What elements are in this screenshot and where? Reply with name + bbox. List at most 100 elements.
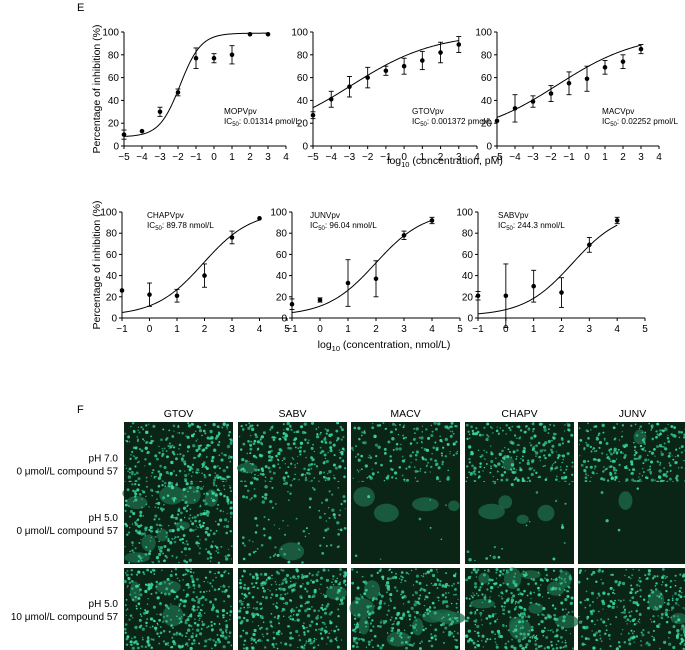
y-tick-label: 20 <box>297 119 309 130</box>
y-tick-label: 20 <box>276 292 288 303</box>
data-point <box>475 293 481 299</box>
y-tick-label: 100 <box>100 208 117 219</box>
x-axis-title-bottom: log10 (concentration, nmol/L) <box>318 339 451 353</box>
x-tick-label: −2 <box>172 152 184 163</box>
y-axis-title: Percentage of inhibition (%) <box>91 25 103 154</box>
x-tick-label: 0 <box>317 324 323 335</box>
y-tick-label: 0 <box>467 314 473 325</box>
x-tick-label: −1 <box>116 324 128 335</box>
x-tick-label: −5 <box>491 152 503 163</box>
y-tick-label: 60 <box>297 73 309 84</box>
y-axis-title: Percentage of inhibition (%) <box>91 201 103 330</box>
ic50-label: IC50: 0.02252 pmol/L <box>602 117 678 128</box>
y-tick-label: 20 <box>106 292 118 303</box>
data-point <box>548 91 554 96</box>
ic50-label: IC50: 89.78 nmol/L <box>147 221 214 232</box>
panel-letter-e: E <box>77 2 84 14</box>
data-point <box>620 59 626 64</box>
x-tick-label: 3 <box>456 152 462 163</box>
x-tick-label: 1 <box>420 152 426 163</box>
row-label-compound: 0 μmol/L compound 57 <box>16 467 118 478</box>
row-label-compound: 0 μmol/L compound 57 <box>16 526 118 537</box>
x-tick-label: 1 <box>602 152 608 163</box>
column-header-chapv: CHAPV <box>501 408 537 420</box>
data-point <box>119 288 125 293</box>
y-tick-label: 100 <box>456 208 473 219</box>
micrograph-grid: GTOV SABV MACV CHAPV JUNV pH 7.0 0 μmol/L comp… <box>11 408 685 650</box>
data-point <box>531 283 536 289</box>
series-label: JUNVpv <box>310 211 341 220</box>
micrograph-chapv <box>465 481 574 564</box>
y-tick-label: 20 <box>462 292 474 303</box>
x-tick-label: 0 <box>584 152 590 163</box>
x-tick-label: 3 <box>638 152 644 163</box>
row-label-condition: pH 5.0 <box>89 599 119 610</box>
fit-curve <box>312 40 459 109</box>
x-tick-label: 1 <box>531 324 537 335</box>
y-tick-label: 40 <box>108 96 120 107</box>
x-axis-title-top: log10 (concentration, pM) <box>387 155 503 169</box>
data-point <box>174 293 180 299</box>
x-tick-label: 4 <box>474 152 480 163</box>
data-point <box>202 273 207 278</box>
series-label: CHAPVpv <box>147 211 185 220</box>
x-tick-label: 4 <box>656 152 662 163</box>
row-label-condition: pH 7.0 <box>89 454 119 465</box>
data-point <box>247 31 253 37</box>
x-tick-label: 1 <box>174 324 180 335</box>
x-tick-label: 1 <box>229 152 235 163</box>
x-tick-label: 5 <box>642 324 648 335</box>
y-tick-label: 80 <box>297 50 309 61</box>
y-tick-label: 20 <box>108 119 120 130</box>
series-label: MOPVpv <box>224 107 258 116</box>
y-tick-label: 60 <box>276 250 288 261</box>
x-tick-label: 2 <box>620 152 626 163</box>
data-point <box>614 218 620 223</box>
x-tick-label: 1 <box>345 324 351 335</box>
x-tick-label: −1 <box>563 152 575 163</box>
x-tick-label: −2 <box>362 152 374 163</box>
x-tick-label: 3 <box>265 152 271 163</box>
data-point <box>265 31 271 37</box>
x-tick-label: −3 <box>527 152 539 163</box>
ic50-label: IC50: 0.001372 pmol/L <box>412 117 493 128</box>
data-point <box>383 68 389 74</box>
data-point <box>429 218 435 223</box>
y-tick-label: 0 <box>486 142 492 153</box>
data-point <box>211 55 217 61</box>
x-tick-label: −1 <box>472 324 484 335</box>
x-tick-label: −1 <box>286 324 298 335</box>
chart-mopvpv: 0 20 40 60 80 100 −5 −4 −3 −2 −1 0 1 2 3 4 Percentage of… <box>91 25 300 164</box>
data-point <box>229 235 235 240</box>
micrograph-gtov <box>124 481 233 565</box>
row-label-condition: pH 5.0 <box>89 513 119 524</box>
data-point <box>347 84 352 90</box>
series-label: GTOVpv <box>412 107 445 116</box>
y-tick-label: 20 <box>481 119 493 130</box>
x-tick-label: −3 <box>344 152 356 163</box>
data-point <box>559 290 564 295</box>
data-point <box>328 96 334 102</box>
data-point <box>289 301 295 307</box>
series-label: MACVpv <box>602 107 635 116</box>
x-tick-label: −3 <box>154 152 166 163</box>
y-tick-label: 100 <box>475 28 492 39</box>
data-point <box>317 297 323 303</box>
x-tick-label: −5 <box>307 152 319 163</box>
data-point <box>139 128 145 134</box>
x-tick-label: −4 <box>509 152 521 163</box>
data-point <box>587 242 592 248</box>
column-header-sabv: SABV <box>278 408 306 420</box>
micrograph-sabv <box>238 481 347 564</box>
y-tick-label: 80 <box>276 229 288 240</box>
y-tick-label: 0 <box>302 142 308 153</box>
micrograph-junv <box>577 568 685 650</box>
ic50-label: IC50: 244.3 nmol/L <box>498 221 565 232</box>
x-tick-label: 0 <box>401 152 407 163</box>
x-tick-label: −5 <box>118 152 130 163</box>
data-point <box>157 109 163 115</box>
